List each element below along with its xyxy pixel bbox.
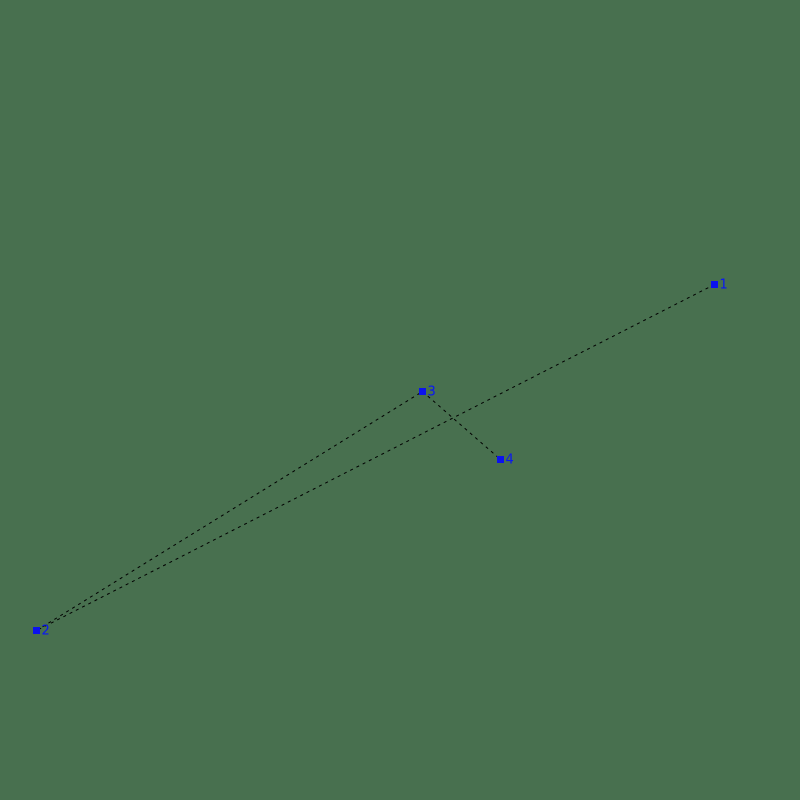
- node-1[interactable]: [711, 281, 718, 288]
- node-label-4: 4: [506, 453, 514, 468]
- edge-1-2: [36, 284, 715, 631]
- node-label-1: 1: [720, 278, 728, 293]
- edge-3-4: [422, 391, 501, 460]
- node-label-2: 2: [42, 624, 50, 639]
- edge-2-3: [36, 391, 423, 631]
- node-label-3: 3: [428, 385, 436, 400]
- node-4[interactable]: [497, 456, 504, 463]
- node-3[interactable]: [419, 388, 426, 395]
- node-2[interactable]: [33, 627, 40, 634]
